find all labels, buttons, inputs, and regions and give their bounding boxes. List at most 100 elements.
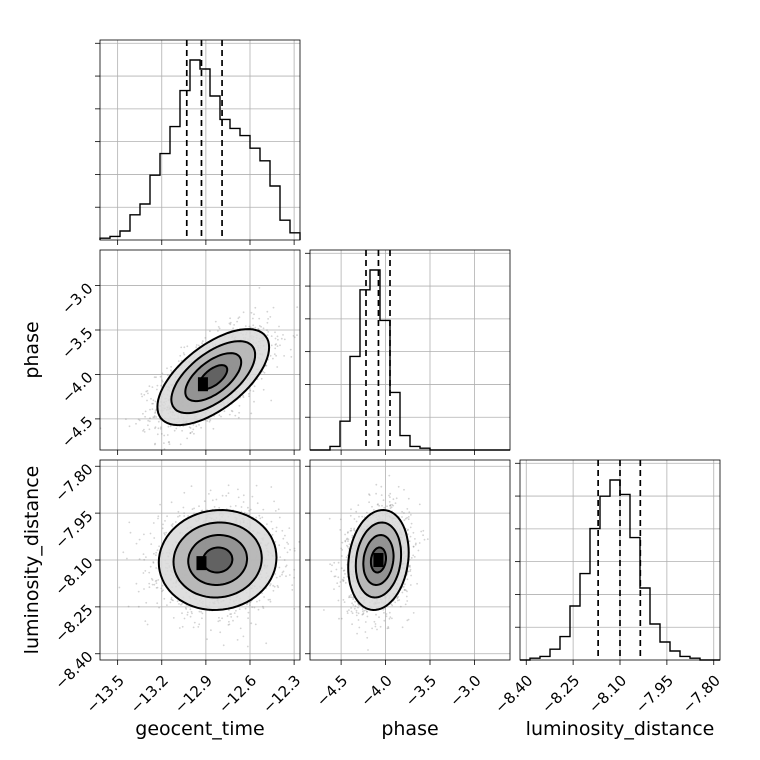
sample-point — [354, 600, 356, 603]
sample-point — [242, 494, 245, 497]
sample-point — [251, 495, 254, 498]
sample-point — [344, 539, 347, 542]
sample-point — [272, 306, 275, 309]
sample-point — [362, 612, 365, 614]
sample-point — [183, 515, 186, 517]
sample-point — [409, 568, 412, 571]
sample-point — [154, 412, 157, 414]
sample-point — [144, 415, 147, 418]
sample-point — [272, 584, 275, 587]
sample-point — [242, 396, 245, 398]
sample-point — [158, 606, 161, 609]
sample-point — [285, 575, 287, 578]
sample-point — [371, 627, 373, 630]
sample-point — [219, 619, 221, 622]
sample-point — [232, 327, 235, 330]
sample-point — [353, 607, 356, 610]
sample-point — [169, 601, 172, 604]
sample-point — [167, 441, 170, 444]
sample-point — [166, 367, 168, 370]
sample-point — [186, 613, 189, 616]
sample-point — [242, 501, 245, 503]
sample-point — [269, 598, 271, 601]
sample-point — [234, 505, 237, 507]
sample-point — [156, 549, 159, 552]
sample-point — [200, 509, 203, 512]
sample-point — [164, 520, 166, 522]
sample-point — [388, 494, 390, 497]
panel-frame — [99, 39, 301, 241]
sample-point — [346, 532, 349, 534]
sample-point — [407, 516, 410, 518]
sample-point — [279, 556, 282, 558]
sample-point — [157, 517, 159, 520]
sample-point — [349, 529, 352, 532]
sample-point — [255, 516, 258, 519]
sample-point — [323, 609, 325, 611]
sample-point — [283, 559, 286, 561]
sample-point — [389, 496, 391, 498]
sample-point — [189, 615, 192, 618]
sample-point — [380, 494, 383, 496]
sample-point — [257, 328, 260, 330]
sample-point — [151, 386, 154, 388]
sample-point — [145, 556, 147, 558]
sample-point — [258, 514, 261, 517]
sample-point — [147, 392, 149, 395]
sample-point — [339, 529, 342, 531]
sample-point — [354, 605, 357, 608]
sample-point — [189, 432, 192, 435]
sample-point — [186, 611, 189, 614]
sample-point — [230, 613, 233, 615]
sample-point — [272, 589, 275, 592]
sample-point — [274, 343, 277, 346]
sample-point — [285, 564, 288, 567]
sample-point — [274, 337, 277, 340]
sample-point — [155, 587, 158, 589]
sample-point — [143, 533, 145, 536]
sample-point — [192, 423, 195, 426]
sample-point — [275, 343, 277, 345]
sample-point — [346, 610, 349, 613]
sample-point — [263, 371, 266, 374]
sample-point — [267, 598, 270, 601]
sample-point — [230, 409, 233, 412]
sample-point — [408, 565, 411, 568]
sample-point — [244, 607, 247, 610]
sample-point — [414, 543, 417, 546]
sample-point — [145, 601, 148, 604]
sample-point — [198, 623, 201, 626]
sample-point — [243, 511, 246, 514]
sample-point — [182, 352, 185, 354]
sample-point — [288, 574, 291, 576]
sample-point — [349, 514, 352, 517]
sample-point — [242, 635, 245, 638]
sample-point — [266, 523, 268, 525]
sample-point — [189, 432, 192, 434]
sample-point — [126, 557, 128, 560]
sample-point — [170, 366, 173, 368]
sample-point — [142, 412, 144, 415]
contour-line — [170, 340, 257, 415]
sample-point — [371, 505, 373, 508]
sample-point — [146, 390, 149, 392]
sample-point — [389, 504, 392, 506]
sample-point — [269, 600, 272, 603]
sample-point — [233, 324, 236, 326]
sample-point — [340, 617, 343, 620]
sample-point — [410, 514, 412, 516]
sample-point — [192, 428, 195, 431]
sample-point — [351, 612, 354, 615]
sample-point — [255, 484, 258, 487]
sample-point — [191, 431, 194, 433]
sample-point — [217, 620, 220, 623]
contour-line — [172, 521, 263, 599]
sample-point — [253, 385, 256, 388]
sample-point — [382, 608, 385, 611]
sample-point — [283, 338, 286, 341]
sample-point — [274, 510, 277, 512]
sample-point — [152, 522, 155, 524]
panel-grid — [305, 460, 510, 665]
sample-point — [355, 510, 358, 513]
sample-point — [292, 335, 295, 337]
